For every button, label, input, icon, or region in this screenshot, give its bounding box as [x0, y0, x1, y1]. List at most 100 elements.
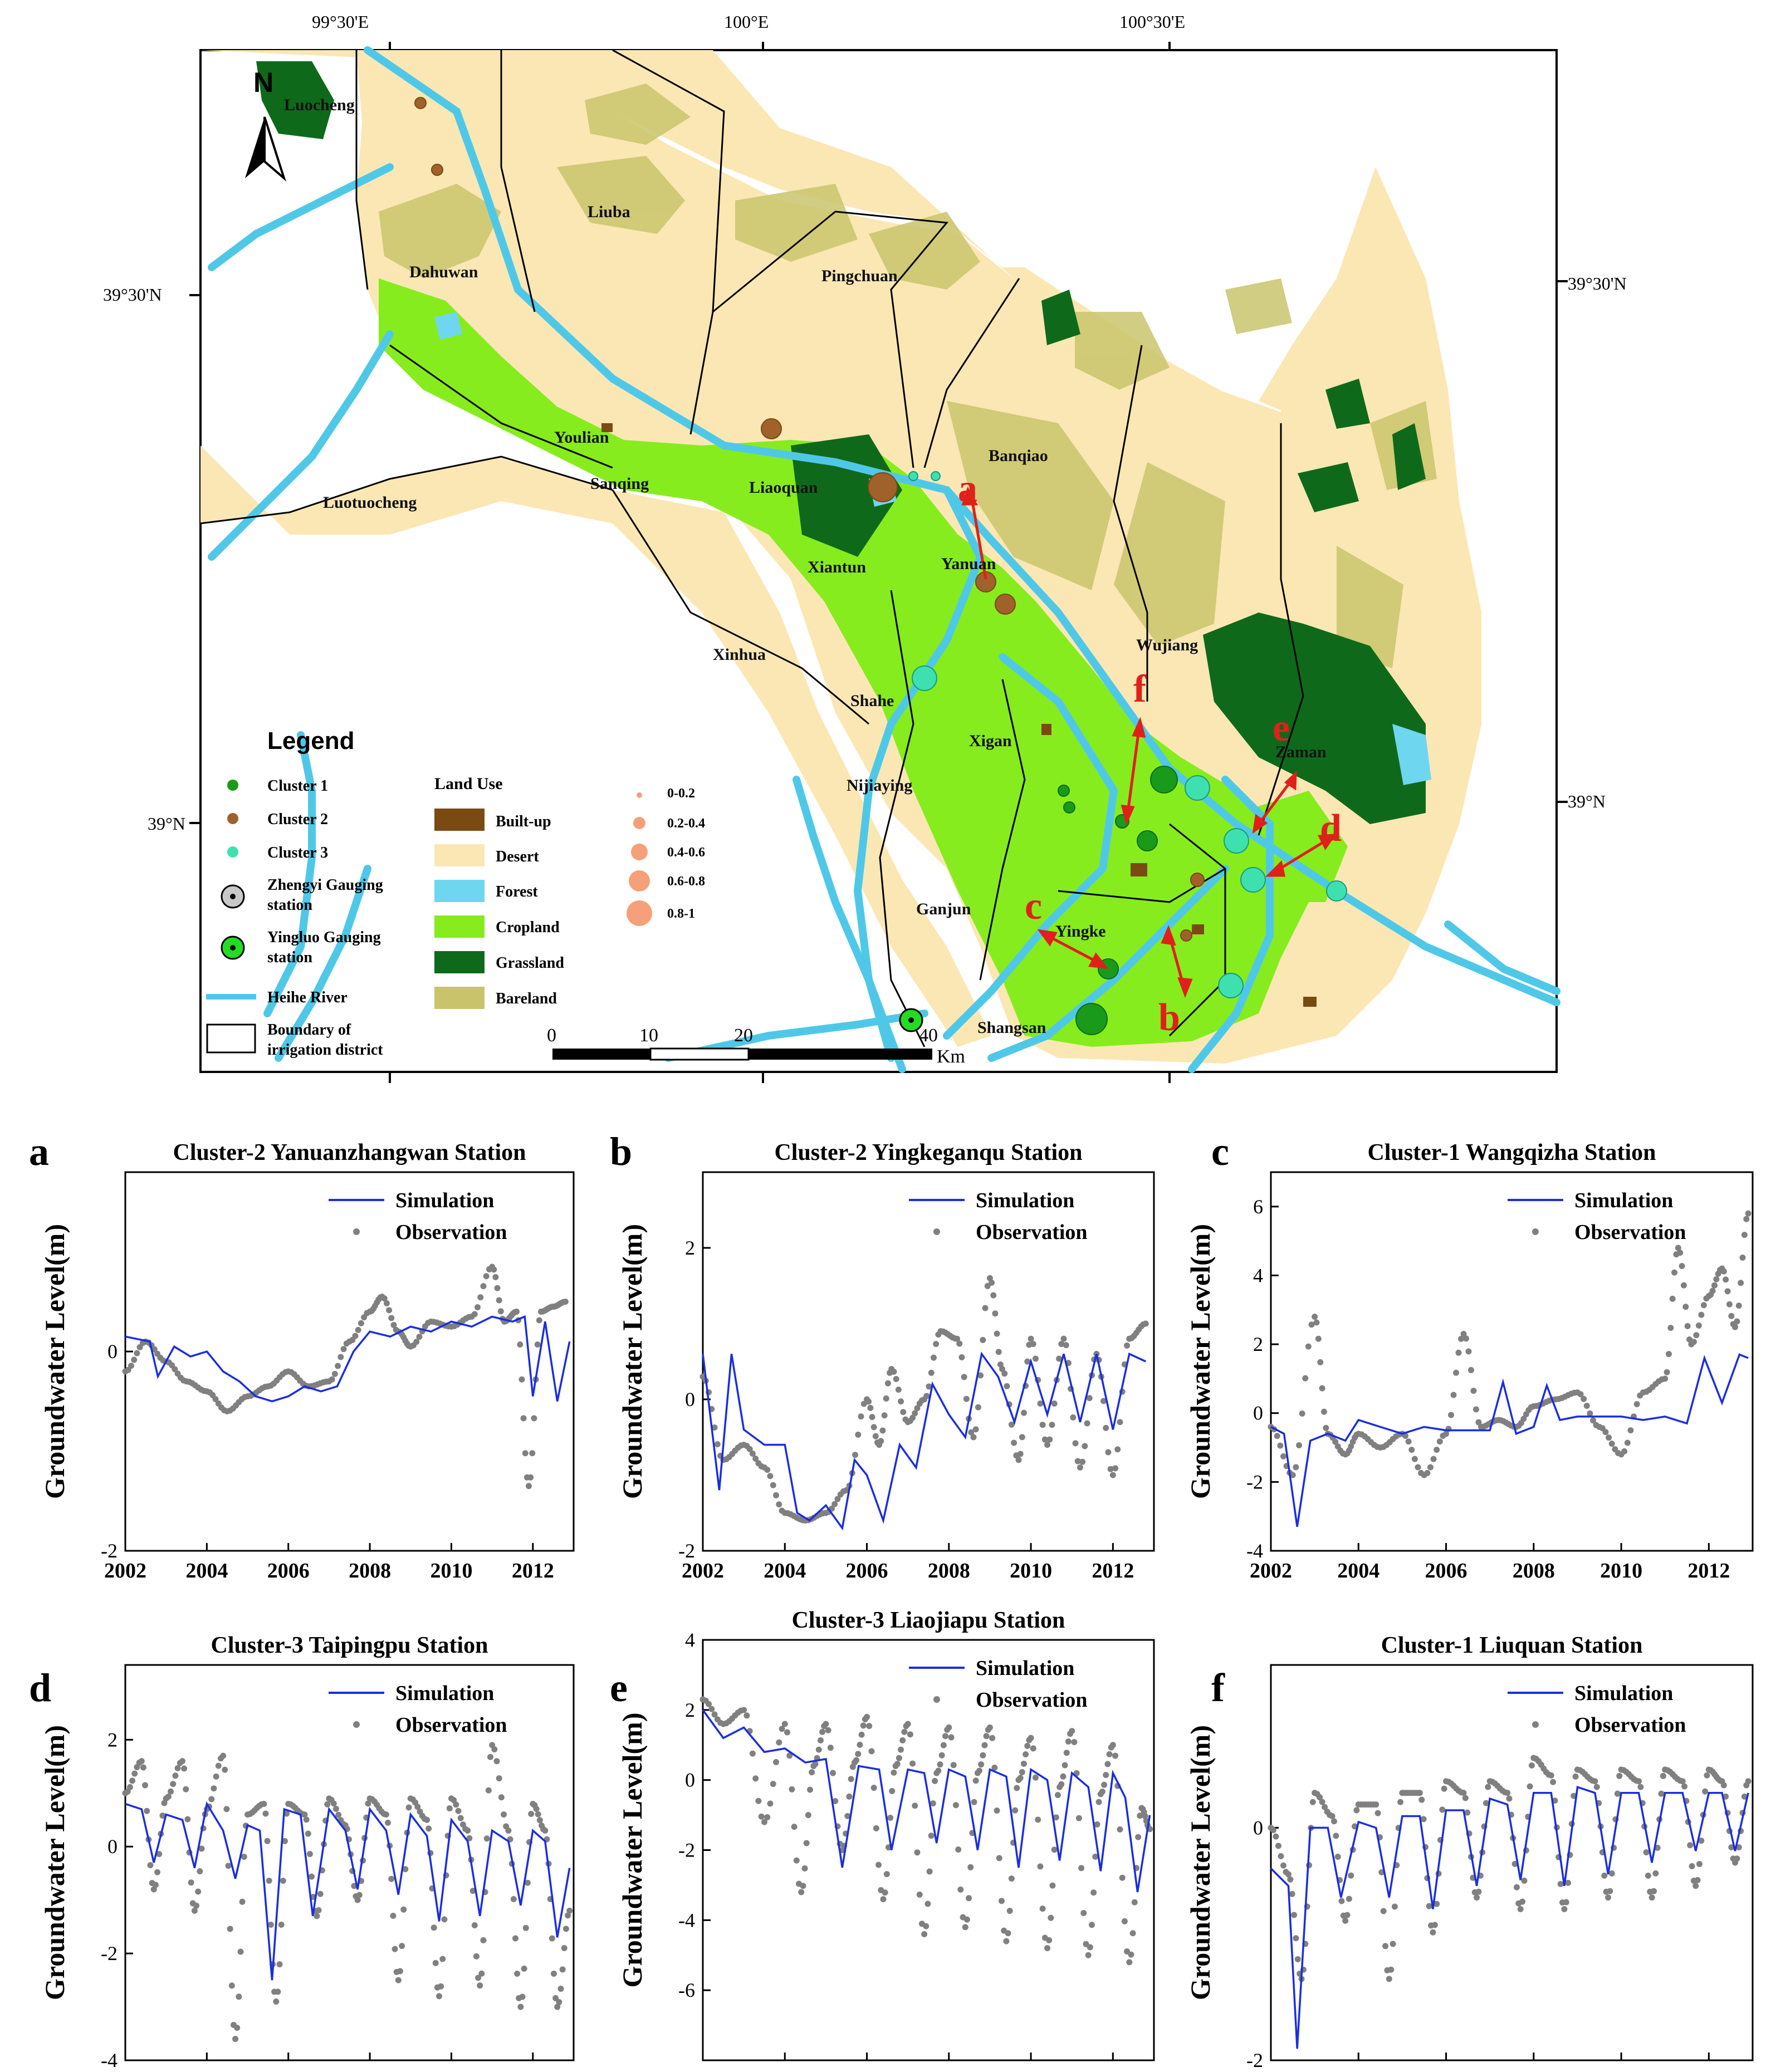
- observation-point: [364, 1310, 370, 1316]
- observation-point: [1587, 1776, 1593, 1782]
- district-label: Dahuwan: [409, 263, 478, 281]
- observation-point: [1131, 1333, 1137, 1339]
- observation-point: [1530, 1403, 1537, 1409]
- observation-point: [1611, 1844, 1617, 1851]
- observation-point: [1460, 1331, 1467, 1338]
- district-label: Luotuocheng: [323, 493, 417, 512]
- observation-point: [1380, 1443, 1387, 1450]
- observation-point: [1720, 1782, 1727, 1789]
- observation-point: [1365, 1801, 1372, 1808]
- observation-point: [1587, 1410, 1593, 1417]
- observation-point: [1633, 1777, 1640, 1784]
- observation-point: [708, 1405, 715, 1412]
- observation-point: [163, 1358, 169, 1365]
- observation-point: [1337, 1877, 1343, 1883]
- observation-point: [1313, 1319, 1320, 1326]
- observation-point: [834, 1823, 841, 1830]
- legend-observation-swatch: [933, 1228, 940, 1235]
- observation-point: [1437, 1836, 1444, 1843]
- observation-point: [962, 1924, 968, 1931]
- observation-point: [1513, 1884, 1520, 1890]
- observation-point: [414, 1804, 421, 1810]
- observation-point: [1349, 1438, 1356, 1445]
- observation-point: [1300, 1966, 1307, 1973]
- observation-point: [305, 1830, 311, 1837]
- observation-point: [1112, 1465, 1119, 1472]
- observation-point: [1472, 1406, 1479, 1413]
- observation-point: [980, 1336, 986, 1343]
- observation-point: [800, 1883, 806, 1889]
- observation-point: [1538, 1761, 1544, 1768]
- observation-series: [122, 1742, 573, 2042]
- observation-point: [1329, 1434, 1336, 1441]
- observation-point: [215, 1400, 222, 1407]
- observation-point: [397, 1968, 403, 1975]
- x-tick-label: 2006: [267, 2069, 310, 2072]
- observation-point: [381, 1295, 388, 1302]
- observation-point: [1732, 1859, 1739, 1866]
- size-legend-0: 0-0.2: [667, 786, 695, 801]
- observation-point: [1333, 1833, 1339, 1839]
- landuse-cropland: Cropland: [496, 919, 560, 936]
- observation-point: [150, 1886, 157, 1893]
- observation-point: [1583, 1403, 1590, 1409]
- observation-point: [803, 1840, 810, 1846]
- observation-point: [494, 1285, 501, 1291]
- observation-point: [279, 1371, 286, 1378]
- observation-point: [1579, 1769, 1586, 1775]
- observation-point: [938, 1752, 945, 1758]
- y-tick-label: 0: [685, 1769, 695, 1791]
- observation-point: [1342, 1451, 1349, 1458]
- observation-point: [1006, 1908, 1013, 1914]
- observation-point: [236, 1993, 242, 2000]
- observation-point: [1504, 1790, 1511, 1796]
- observation-point: [145, 1836, 152, 1843]
- observation-point: [129, 1777, 136, 1784]
- observation-point: [543, 1306, 550, 1313]
- observation-point: [126, 1784, 133, 1790]
- observation-point: [180, 1377, 187, 1384]
- observation-point: [459, 1821, 466, 1828]
- observation-point: [844, 1813, 851, 1819]
- observation-point: [1395, 1825, 1402, 1831]
- observation-point: [326, 1378, 332, 1385]
- observation-point: [562, 1299, 569, 1305]
- observation-point: [1508, 1422, 1514, 1429]
- observation-point: [924, 1900, 931, 1907]
- observation-point: [496, 1775, 502, 1782]
- observation-point: [1519, 1898, 1526, 1905]
- observation-point: [1593, 1784, 1600, 1790]
- observation-point: [994, 1807, 1000, 1814]
- x-tick-label: 2004: [1337, 1559, 1379, 1583]
- observation-point: [1490, 1418, 1497, 1424]
- observation-point: [946, 1724, 952, 1731]
- observation-point: [984, 1283, 991, 1290]
- simulation-line: [1270, 1785, 1749, 2049]
- observation-point: [238, 1396, 245, 1403]
- observation-point: [1689, 1863, 1695, 1869]
- observation-point: [197, 1868, 203, 1874]
- observation-point: [1017, 1451, 1024, 1457]
- observation-point: [761, 1819, 767, 1825]
- observation-point: [1545, 1771, 1552, 1778]
- observation-point: [1643, 1849, 1650, 1855]
- observation-point: [1293, 1464, 1299, 1471]
- observation-point: [1698, 1311, 1705, 1318]
- legend-simulation-label: Simulation: [395, 1189, 494, 1212]
- observation-point: [950, 1762, 957, 1769]
- observation-point: [329, 1376, 335, 1383]
- observation-point: [145, 1339, 152, 1346]
- observation-point: [963, 1395, 970, 1402]
- x-tick-label: 2010: [1600, 2069, 1642, 2072]
- observation-point: [1732, 1324, 1739, 1330]
- observation-point: [1616, 1772, 1623, 1779]
- observation-point: [758, 1813, 765, 1820]
- chart-panel-d: d Cluster-3 Taipingpu Station Groundwater …: [29, 1633, 575, 2072]
- observation-point: [1126, 1959, 1133, 1966]
- observation-point: [556, 1999, 562, 2006]
- observation-point: [446, 1805, 453, 1811]
- observation-point: [1679, 1263, 1685, 1270]
- observation-point: [770, 1482, 776, 1488]
- observation-point: [1015, 1457, 1022, 1463]
- observation-point: [441, 1916, 448, 1923]
